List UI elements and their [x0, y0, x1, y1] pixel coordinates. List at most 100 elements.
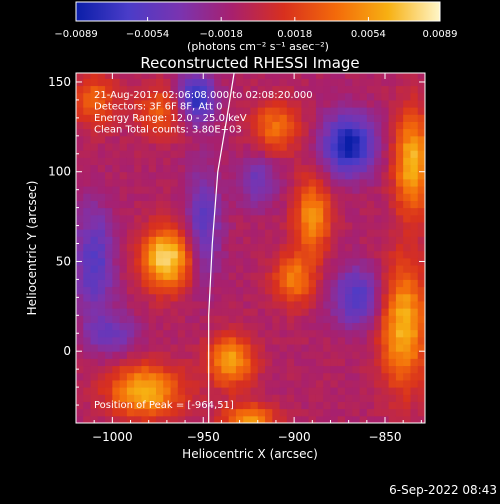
heatmap-cell [243, 99, 251, 108]
heatmap-cell [90, 121, 99, 130]
heatmap-cell [119, 250, 128, 259]
heatmap-cell [185, 135, 193, 144]
heatmap-cell [257, 415, 266, 423]
heatmap-cell [250, 107, 259, 115]
heatmap-cell [112, 358, 121, 367]
heatmap-cell [76, 135, 84, 144]
heatmap-cell [294, 401, 302, 410]
heatmap-cell [134, 372, 142, 381]
heatmap-cell [265, 107, 273, 115]
heatmap-cell [243, 344, 251, 352]
heatmap-cell [279, 229, 288, 237]
heatmap-cell [170, 157, 179, 166]
heatmap-cell [265, 214, 273, 223]
heatmap-cell [359, 379, 368, 388]
heatmap-cell [177, 207, 186, 216]
heatmap-cell [185, 379, 193, 388]
heatmap-cell [374, 229, 382, 237]
heatmap-cell [352, 279, 361, 288]
heatmap-cell [417, 164, 425, 173]
heatmap-cell [374, 121, 382, 130]
heatmap-cell [301, 387, 310, 395]
heatmap-cell [366, 365, 375, 374]
heatmap-cell [265, 257, 273, 266]
heatmap-cell [301, 351, 310, 359]
heatmap-cell [243, 315, 251, 323]
heatmap-cell [272, 401, 281, 410]
heatmap-cell [228, 171, 237, 180]
heatmap-cell [345, 308, 353, 316]
heatmap-cell [214, 322, 222, 331]
heatmap-cell [308, 200, 317, 209]
heatmap-cell [323, 265, 331, 273]
heatmap-cell [315, 121, 324, 130]
heatmap-cell [141, 107, 150, 115]
heatmap-cell [374, 193, 382, 201]
heatmap-cell [112, 214, 121, 223]
heatmap-cell [403, 329, 411, 338]
heatmap-cell [185, 236, 193, 245]
heatmap-cell [403, 257, 411, 266]
heatmap-cell [192, 157, 201, 166]
heatmap-cell [315, 300, 324, 309]
heatmap-cell [250, 164, 259, 173]
heatmap-cell [185, 336, 193, 345]
heatmap-cell [163, 143, 172, 151]
heatmap-cell [395, 107, 404, 115]
heatmap-cell [330, 415, 339, 423]
heatmap-cell [410, 178, 419, 187]
heatmap-cell [221, 250, 230, 259]
heatmap-cell [221, 265, 230, 273]
heatmap-cell [148, 85, 157, 94]
heatmap-cell [192, 92, 201, 101]
heatmap-cell [330, 279, 339, 288]
heatmap-cell [170, 99, 179, 108]
heatmap-cell [410, 300, 419, 309]
heatmap-cell [105, 351, 113, 359]
heatmap-cell [235, 207, 244, 216]
heatmap-cell [352, 250, 361, 259]
heatmap-cell [352, 336, 361, 345]
heatmap-cell [294, 387, 302, 395]
heatmap-cell [315, 279, 324, 288]
heatmap-cell [388, 336, 397, 345]
heatmap-cell [214, 229, 222, 237]
heatmap-cell [330, 358, 339, 367]
heatmap-cell [76, 157, 84, 166]
heatmap-cell [105, 286, 113, 295]
heatmap-cell [374, 372, 382, 381]
heatmap-cell [126, 221, 135, 230]
heatmap-cell [119, 164, 128, 173]
heatmap-cell [76, 415, 84, 423]
heatmap-cell [206, 344, 215, 352]
heatmap-cell [345, 107, 353, 115]
heatmap-cell [308, 229, 317, 237]
heatmap-cell [315, 286, 324, 295]
heatmap-cell [105, 408, 113, 417]
heatmap-cell [279, 107, 288, 115]
heatmap-cell [315, 329, 324, 338]
heatmap-cell [214, 200, 222, 209]
heatmap-cell [257, 221, 266, 230]
heatmap-cell [395, 193, 404, 201]
heatmap-cell [366, 128, 375, 137]
heatmap-cell [228, 293, 237, 302]
heatmap-cell [265, 394, 273, 402]
heatmap-cell [417, 157, 425, 166]
heatmap-cell [141, 128, 150, 137]
heatmap-cell [83, 372, 92, 381]
heatmap-cell [192, 365, 201, 374]
heatmap-cell [221, 78, 230, 87]
heatmap-cell [185, 157, 193, 166]
heatmap-cell [366, 229, 375, 237]
heatmap-cell [221, 394, 230, 402]
heatmap-cell [308, 415, 317, 423]
heatmap-cell [257, 257, 266, 266]
heatmap-cell [395, 293, 404, 302]
heatmap-cell [381, 408, 390, 417]
heatmap-cell [221, 257, 230, 266]
heatmap-cell [345, 214, 353, 223]
heatmap-cell [155, 272, 164, 280]
heatmap-cell [97, 143, 106, 151]
heatmap-cell [155, 358, 164, 367]
